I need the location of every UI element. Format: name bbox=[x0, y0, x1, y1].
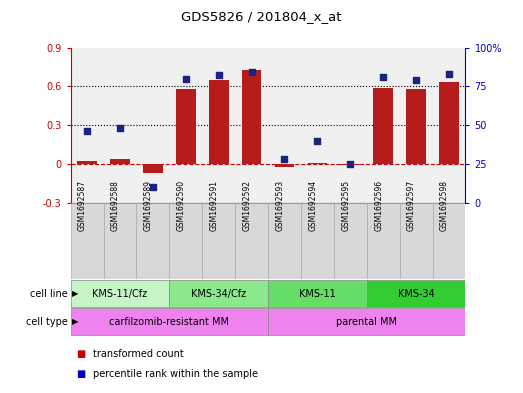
Bar bbox=[202, 203, 235, 279]
Text: KMS-34/Cfz: KMS-34/Cfz bbox=[191, 288, 246, 299]
Text: transformed count: transformed count bbox=[93, 349, 184, 359]
Text: GSM1692588: GSM1692588 bbox=[111, 180, 120, 231]
Text: GSM1692595: GSM1692595 bbox=[342, 180, 350, 231]
Point bbox=[83, 128, 91, 134]
Text: ▶: ▶ bbox=[72, 318, 78, 326]
Bar bbox=[71, 203, 104, 279]
Text: GSM1692591: GSM1692591 bbox=[210, 180, 219, 231]
Point bbox=[280, 156, 289, 162]
Bar bbox=[77, 162, 97, 164]
Text: ■: ■ bbox=[76, 349, 85, 359]
Text: ■: ■ bbox=[76, 369, 85, 379]
Point bbox=[116, 125, 124, 131]
Bar bbox=[71, 280, 169, 307]
Point bbox=[214, 72, 223, 79]
Bar bbox=[104, 203, 137, 279]
Text: KMS-11/Cfz: KMS-11/Cfz bbox=[93, 288, 147, 299]
Text: GSM1692597: GSM1692597 bbox=[407, 180, 416, 231]
Bar bbox=[176, 89, 196, 164]
Bar bbox=[137, 203, 169, 279]
Text: GDS5826 / 201804_x_at: GDS5826 / 201804_x_at bbox=[181, 10, 342, 23]
Text: KMS-11: KMS-11 bbox=[299, 288, 336, 299]
Bar bbox=[110, 159, 130, 164]
Bar bbox=[209, 80, 229, 164]
Text: ▶: ▶ bbox=[72, 289, 78, 298]
Point bbox=[379, 74, 388, 80]
Text: GSM1692598: GSM1692598 bbox=[440, 180, 449, 231]
Point bbox=[247, 69, 256, 75]
Text: cell type: cell type bbox=[26, 317, 68, 327]
Bar bbox=[433, 203, 465, 279]
Text: GSM1692592: GSM1692592 bbox=[243, 180, 252, 231]
Bar bbox=[268, 203, 301, 279]
Bar bbox=[268, 280, 367, 307]
Text: GSM1692590: GSM1692590 bbox=[177, 180, 186, 231]
Bar bbox=[242, 70, 262, 164]
Text: GSM1692589: GSM1692589 bbox=[144, 180, 153, 231]
Bar bbox=[268, 308, 465, 336]
Bar bbox=[301, 203, 334, 279]
Point bbox=[149, 184, 157, 190]
Bar bbox=[169, 280, 268, 307]
Bar bbox=[340, 164, 360, 165]
Text: carfilzomib-resistant MM: carfilzomib-resistant MM bbox=[109, 317, 229, 327]
Text: GSM1692594: GSM1692594 bbox=[309, 180, 317, 231]
Bar bbox=[275, 164, 294, 167]
Bar bbox=[367, 203, 400, 279]
Bar bbox=[334, 203, 367, 279]
Point bbox=[412, 77, 420, 83]
Text: percentile rank within the sample: percentile rank within the sample bbox=[93, 369, 257, 379]
Bar bbox=[71, 308, 268, 336]
Text: cell line: cell line bbox=[30, 288, 68, 299]
Point bbox=[445, 71, 453, 77]
Text: parental MM: parental MM bbox=[336, 317, 397, 327]
Bar bbox=[439, 83, 459, 164]
Bar bbox=[143, 164, 163, 173]
Bar bbox=[235, 203, 268, 279]
Text: GSM1692593: GSM1692593 bbox=[276, 180, 285, 231]
Bar bbox=[373, 88, 393, 164]
Bar bbox=[406, 89, 426, 164]
Text: GSM1692587: GSM1692587 bbox=[78, 180, 87, 231]
Point bbox=[346, 161, 355, 167]
Text: GSM1692596: GSM1692596 bbox=[374, 180, 383, 231]
Bar bbox=[400, 203, 433, 279]
Bar bbox=[169, 203, 202, 279]
Bar bbox=[308, 163, 327, 164]
Text: KMS-34: KMS-34 bbox=[397, 288, 435, 299]
Point bbox=[181, 75, 190, 82]
Point bbox=[313, 138, 322, 144]
Bar bbox=[367, 280, 465, 307]
